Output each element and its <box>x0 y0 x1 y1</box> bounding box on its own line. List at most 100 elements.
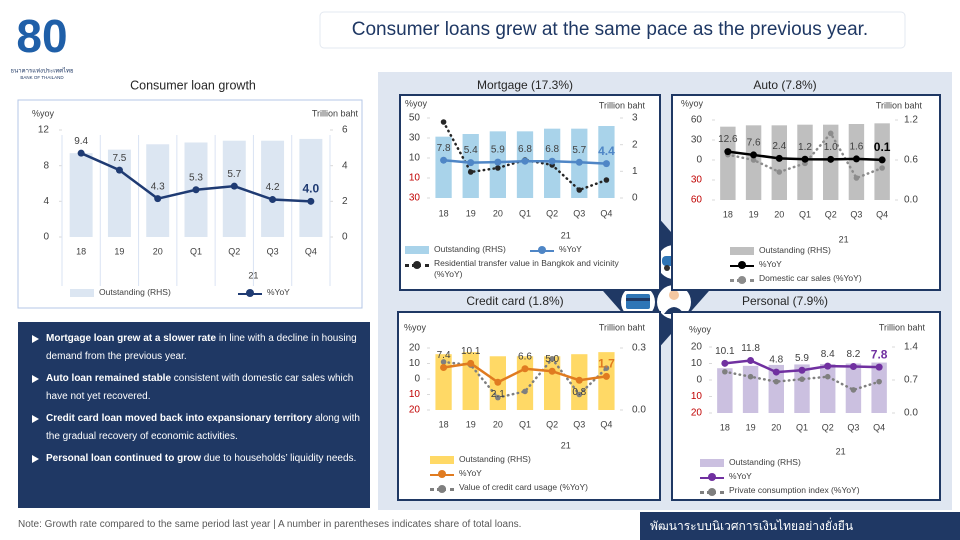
legend-label: Outstanding (RHS) <box>434 244 506 254</box>
line-marker <box>494 378 502 386</box>
legend-marker <box>708 488 716 496</box>
legend-label: %YoY <box>559 244 582 254</box>
y2-axis-label: Trillion baht <box>599 322 646 332</box>
x-tick-label: 19 <box>749 209 759 219</box>
bar <box>717 368 733 413</box>
line-marker <box>798 366 806 374</box>
line-marker <box>747 357 755 365</box>
line-marker <box>467 159 475 167</box>
y-tick-label: 20 <box>409 405 421 416</box>
x-tick-label: 20 <box>493 419 503 429</box>
line-marker <box>495 165 501 171</box>
bar <box>820 363 836 413</box>
legend-label: Domestic car sales (%YoY) <box>759 273 862 283</box>
line-marker <box>750 157 757 163</box>
legend: Outstanding (RHS) %YoY <box>70 287 350 301</box>
legend-swatch <box>70 289 94 297</box>
legend-item: Outstanding (RHS) <box>70 287 238 298</box>
x-tick-label: 20 <box>774 209 784 219</box>
legend-item: Outstanding (RHS) <box>700 457 920 468</box>
bar <box>146 144 170 237</box>
bullet-text: consistent with domestic car sales which… <box>46 373 354 402</box>
chart-title: Personal (7.9%) <box>742 294 828 308</box>
legend-marker <box>538 246 546 254</box>
bullet-bold: Credit card loan moved back into expansi… <box>46 413 313 424</box>
y-axis-label: %yoy <box>404 322 427 332</box>
line-marker <box>603 177 610 183</box>
line-marker <box>440 119 447 125</box>
y-tick-label: 60 <box>691 115 703 126</box>
legend-marker <box>438 485 446 493</box>
line-marker <box>824 373 831 380</box>
y-tick-label: 8 <box>43 160 49 171</box>
data-label: 4.4 <box>598 144 615 158</box>
y-tick-label: 20 <box>691 342 703 353</box>
x-tick-label: 18 <box>723 209 733 219</box>
y-tick-label: 20 <box>691 408 703 419</box>
line-marker <box>853 175 860 181</box>
line-marker <box>773 378 780 385</box>
data-label: 5.7 <box>227 169 241 180</box>
y-tick-label: 4 <box>43 196 49 207</box>
y2-tick-label: 0.3 <box>632 343 646 354</box>
y-axis-label: %yoy <box>32 108 55 118</box>
line-marker <box>876 378 882 385</box>
y-tick-label: 30 <box>691 175 703 186</box>
line-marker <box>747 373 754 380</box>
bar <box>261 140 285 237</box>
title-box <box>319 11 906 49</box>
line-marker <box>494 158 502 166</box>
legend-label: Outstanding (RHS) <box>99 287 171 297</box>
y-tick-label: 0 <box>43 232 49 243</box>
y2-tick-label: 0.0 <box>904 408 918 419</box>
line-marker <box>576 391 583 398</box>
x-tick-label: 19 <box>114 246 124 256</box>
x-tick-label: Q1 <box>799 209 811 219</box>
x-tick-label: 18 <box>439 208 449 218</box>
y2-axis-label: Trillion baht <box>599 100 646 110</box>
note: Note: Growth rate compared to the same p… <box>18 519 522 530</box>
y2-axis-label: Trillion baht <box>876 100 923 110</box>
legend-label: %YoY <box>267 287 290 297</box>
bar <box>794 364 810 413</box>
line-marker <box>495 394 501 401</box>
data-label: 2.1 <box>491 389 505 400</box>
data-label: 5.0 <box>545 354 559 365</box>
chart-title: Mortgage (17.3%) <box>477 78 573 92</box>
y2-tick-label: 1.2 <box>904 115 918 126</box>
legend: Outstanding (RHS) %YoY Value of credit car… <box>430 454 650 496</box>
bullet-bold: Mortgage loan grew at a slower rate <box>46 333 217 344</box>
x-tick-label: 20 <box>153 246 163 256</box>
chart-title: Credit card (1.8%) <box>466 294 563 308</box>
legend-item: Outstanding (RHS) <box>730 245 930 256</box>
bar <box>435 136 452 198</box>
line-marker <box>852 155 860 163</box>
data-label: 5.3 <box>189 172 203 183</box>
y-tick-label: 0 <box>414 374 420 385</box>
line-marker <box>849 362 857 370</box>
legend-item: Outstanding (RHS) <box>430 454 650 465</box>
x-tick-label: Q4 <box>600 208 612 218</box>
legend-item: %YoY <box>700 471 920 482</box>
legend-swatch <box>700 473 724 481</box>
legend-swatch <box>530 246 554 254</box>
x-tick-label: Q2 <box>228 246 240 256</box>
line-marker <box>522 388 528 395</box>
logo-name-en: BANK OF THAILAND <box>20 75 64 80</box>
legend-swatch <box>238 289 262 297</box>
y2-axis-label: Trillion baht <box>312 108 359 118</box>
legend-swatch <box>700 459 724 467</box>
y-tick-label: 30 <box>691 135 703 146</box>
y-axis-label: %yoy <box>689 324 712 334</box>
legend: Outstanding (RHS) %YoY Residential transfe… <box>405 244 655 283</box>
line-marker <box>575 158 583 166</box>
legend-label: Outstanding (RHS) <box>729 457 801 467</box>
y-axis-label: %yoy <box>681 98 704 108</box>
legend-label: %YoY <box>729 471 752 481</box>
line-marker <box>850 387 857 393</box>
y2-axis-label: Trillion baht <box>879 322 926 332</box>
x-tick-label: Q2 <box>546 208 558 218</box>
line-marker <box>154 195 162 203</box>
data-label: 0.8 <box>572 387 586 398</box>
line-marker <box>230 182 238 190</box>
